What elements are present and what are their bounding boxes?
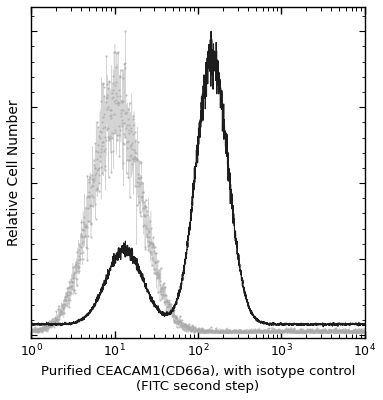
X-axis label: Purified CEACAM1(CD66a), with isotype control
(FITC second step): Purified CEACAM1(CD66a), with isotype co… — [41, 365, 355, 393]
Y-axis label: Relative Cell Number: Relative Cell Number — [7, 99, 21, 246]
